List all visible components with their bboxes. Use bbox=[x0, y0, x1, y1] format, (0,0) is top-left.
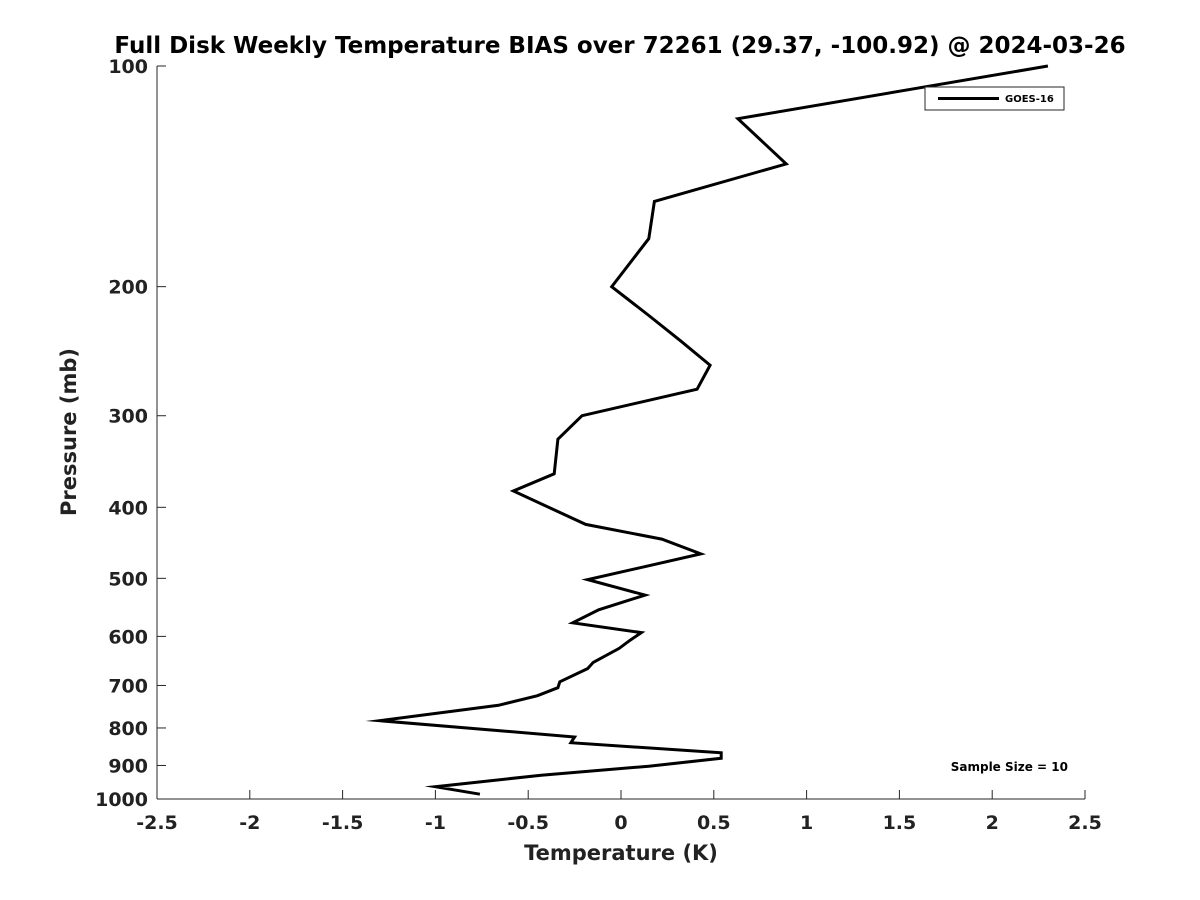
y-tick-label: 100 bbox=[108, 56, 148, 78]
y-tick-label: 1000 bbox=[95, 789, 148, 811]
sample-size-annotation: Sample Size = 10 bbox=[951, 760, 1068, 774]
x-tick-label: 2.5 bbox=[1068, 812, 1102, 834]
y-ticks: 100 200 300 400 500 600 700 800 900 1000 bbox=[95, 56, 166, 811]
legend: GOES-16 bbox=[924, 86, 1065, 111]
x-tick-label: 1 bbox=[800, 812, 813, 834]
x-tick-label: 2 bbox=[986, 812, 999, 834]
y-tick-label: 500 bbox=[108, 568, 148, 590]
x-axis-label: Temperature (K) bbox=[524, 841, 718, 865]
x-tick-label: -1 bbox=[425, 812, 446, 834]
series-line-goes-16 bbox=[365, 64, 1049, 796]
x-tick-label: -2.5 bbox=[136, 812, 178, 834]
y-tick-label: 700 bbox=[108, 675, 148, 697]
x-tick-label: -2 bbox=[239, 812, 260, 834]
y-tick-label: 900 bbox=[108, 755, 148, 777]
x-tick-label: 1.5 bbox=[883, 812, 917, 834]
legend-label-goes-16: GOES-16 bbox=[1005, 94, 1054, 105]
series-layer bbox=[365, 64, 1049, 796]
y-tick-label: 800 bbox=[108, 718, 148, 740]
y-tick-label: 300 bbox=[108, 406, 148, 428]
x-tick-label: 0 bbox=[614, 812, 627, 834]
y-tick-label: 600 bbox=[108, 626, 148, 648]
chart-title: Full Disk Weekly Temperature BIAS over 7… bbox=[114, 33, 1125, 59]
y-axis-label: Pressure (mb) bbox=[57, 348, 81, 516]
x-tick-label: -0.5 bbox=[507, 812, 549, 834]
x-tick-label: -1.5 bbox=[322, 812, 364, 834]
y-tick-label: 400 bbox=[108, 497, 148, 519]
x-tick-label: 0.5 bbox=[697, 812, 731, 834]
y-tick-label: 200 bbox=[108, 277, 148, 299]
x-ticks: -2.5 -2 -1.5 -1 -0.5 0 0.5 1 1.5 2 2.5 bbox=[136, 790, 1102, 834]
